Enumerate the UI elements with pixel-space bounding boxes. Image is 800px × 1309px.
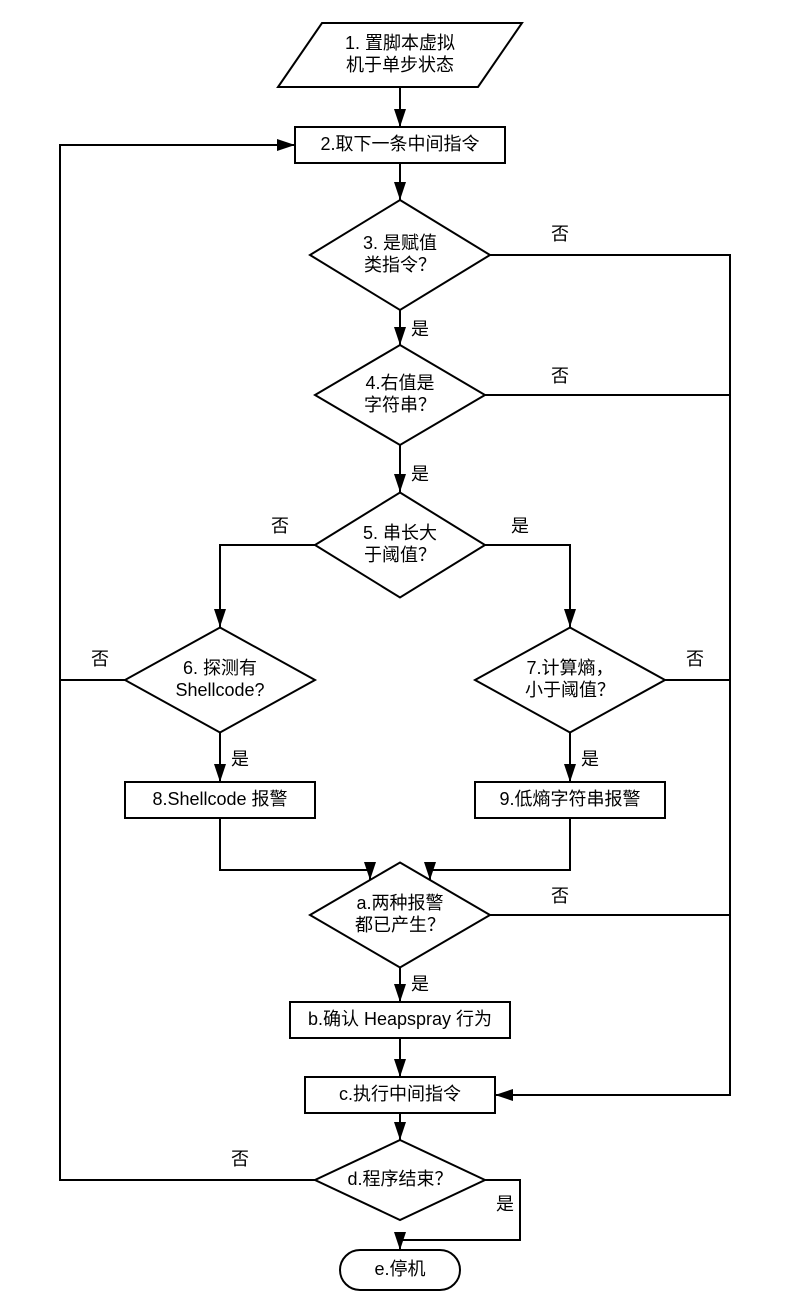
node-text-nc-0: c.执行中间指令	[339, 1084, 461, 1104]
node-n1: 1. 置脚本虚拟机于单步状态	[278, 23, 522, 87]
edge-label-e4yes: 是	[411, 464, 429, 484]
node-text-n2-0: 2.取下一条中间指令	[320, 134, 479, 154]
node-text-n9-0: 9.低熵字符串报警	[499, 789, 640, 809]
node-text-n7-1: 小于阈值？	[525, 680, 615, 700]
edge-label-e5yes: 是	[511, 516, 529, 536]
node-nb: b.确认 Heapspray 行为	[290, 1002, 510, 1038]
node-text-n5-0: 5. 串长大	[363, 523, 437, 543]
edge-label-e3no: 否	[551, 224, 569, 244]
node-text-ne-0: e.停机	[374, 1259, 425, 1279]
edge-label-e7no: 否	[686, 649, 704, 669]
node-text-nb-0: b.确认 Heapspray 行为	[308, 1009, 492, 1029]
node-n9: 9.低熵字符串报警	[475, 782, 665, 818]
node-n8: 8.Shellcode 报警	[125, 782, 315, 818]
node-text-n6-1: Shellcode?	[175, 680, 264, 700]
node-text-n1-0: 1. 置脚本虚拟	[345, 33, 455, 53]
node-text-nd-0: d.程序结束？	[347, 1169, 452, 1189]
edge-label-e4no: 否	[551, 366, 569, 386]
node-text-n5-1: 于阈值？	[364, 545, 436, 565]
node-text-n3-0: 3. 是赋值	[363, 233, 437, 253]
node-text-n3-1: 类指令？	[364, 255, 436, 275]
edge-label-edno: 否	[231, 1149, 249, 1169]
node-text-na-0: a.两种报警	[356, 893, 443, 913]
edge-label-e6no: 否	[91, 649, 109, 669]
node-nc: c.执行中间指令	[305, 1077, 495, 1113]
node-n2: 2.取下一条中间指令	[295, 127, 505, 163]
node-text-n4-1: 字符串？	[364, 395, 436, 415]
edge-label-eayes: 是	[411, 974, 429, 994]
node-text-n6-0: 6. 探测有	[183, 658, 257, 678]
edge-label-e7yes: 是	[581, 749, 599, 769]
node-text-n1-1: 机于单步状态	[346, 55, 454, 75]
edge-label-edyes: 是	[496, 1194, 514, 1214]
edge-label-e3yes: 是	[411, 319, 429, 339]
node-text-na-1: 都已产生？	[355, 915, 445, 935]
node-text-n7-0: 7.计算熵，	[526, 658, 613, 678]
node-ne: e.停机	[340, 1250, 460, 1290]
node-text-n8-0: 8.Shellcode 报警	[152, 789, 287, 809]
edge-label-eano: 否	[551, 886, 569, 906]
edge-label-e5no: 否	[271, 516, 289, 536]
node-text-n4-0: 4.右值是	[365, 373, 434, 393]
edge-label-e6yes: 是	[231, 749, 249, 769]
